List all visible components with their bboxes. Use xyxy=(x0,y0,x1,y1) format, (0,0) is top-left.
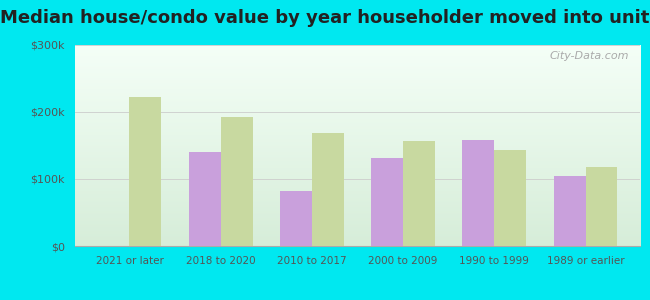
Bar xyxy=(462,140,494,246)
Bar xyxy=(554,176,586,246)
Bar xyxy=(312,134,344,246)
Bar xyxy=(129,97,161,246)
Bar xyxy=(371,158,403,246)
Text: City-Data.com: City-Data.com xyxy=(549,51,629,61)
Bar xyxy=(280,191,312,246)
Bar xyxy=(188,152,221,246)
Bar xyxy=(586,167,617,246)
Text: Median house/condo value by year householder moved into unit: Median house/condo value by year househo… xyxy=(0,9,650,27)
Bar xyxy=(221,117,253,246)
Bar xyxy=(403,141,435,246)
Bar xyxy=(494,150,526,246)
